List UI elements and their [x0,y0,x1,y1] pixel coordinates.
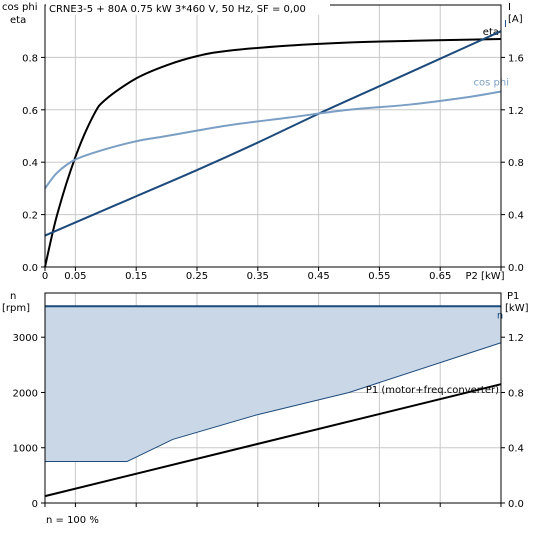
top-x-tick-label: 0.45 [307,271,329,282]
top-left-tick-label: 0.2 [22,211,38,222]
footnote: n = 100 % [46,515,99,526]
top-right-tick-label: 1.6 [508,53,524,64]
bottom-right-axis-label-1: P1 [507,291,519,302]
top-right-tick-label: 0.4 [508,211,524,222]
top-x-tick-label: 0.05 [64,271,86,282]
series-label-eta: eta [483,27,499,38]
top-right-axis-label-1: I [508,2,511,13]
top-left-tick-label: 0.0 [22,263,38,274]
top-x-tick-label: 0 [42,271,48,282]
top-x-tick-label: 0.55 [368,271,390,282]
chart-title: CRNE3-5 + 80A 0.75 kW 3*460 V, 50 Hz, SF… [49,4,306,15]
speed-min-line [45,342,502,463]
top-left-axis-label-1: cos phi [2,2,37,13]
top-left-tick-label: 0.8 [22,53,38,64]
series-label-I: I [504,19,507,30]
bottom-ticks: 0 1000 2000 3000 0.0 0.4 0.8 1.2 [13,333,524,510]
series-label-P1: P1 (motor+freq.converter) [366,385,499,396]
top-right-axis-label-2: [A] [508,14,523,25]
bottom-left-tick-label: 3000 [13,333,38,344]
series-label-cos-phi: cos phi [474,77,509,88]
bottom-right-tick-label: 0.0 [508,499,524,510]
top-right-tick-label: 0.8 [508,158,524,169]
top-x-tick-label: 0.65 [429,271,451,282]
bottom-panel: n P1 (motor+freq.converter) 0 1000 2000 3000… [2,291,529,526]
top-x-tick-label: 0.25 [186,271,208,282]
bottom-right-axis-label-2: [kW] [505,303,529,314]
bottom-left-axis-label-2: [rpm] [2,303,30,314]
top-x-tick-label: 0.15 [125,271,147,282]
bottom-right-tick-label: 1.2 [508,333,524,344]
title-background [46,2,330,15]
series-line-cos-phi [44,90,502,190]
bottom-left-tick-label: 1000 [13,444,38,455]
top-ticks: 0 0.05 0.15 0.25 0.35 0.45 0.55 0.65 P2 [kW] 0.0 0… [22,53,524,282]
series-line-eta [44,38,502,268]
top-left-axis-label-2: eta [10,15,26,26]
series-line-I [44,30,502,237]
series-label-n: n [497,310,503,321]
bottom-left-tick-label: 2000 [13,388,38,399]
bottom-right-tick-label: 0.4 [508,444,524,455]
top-grid [45,5,501,267]
top-x-tick-label: P2 [kW] [465,271,504,282]
bottom-plot-frame [44,292,502,504]
top-x-tick-label: 0.35 [247,271,269,282]
speed-range-area [45,306,501,462]
top-right-tick-label: 1.2 [508,106,524,117]
bottom-left-axis-label-1: n [10,291,16,302]
top-left-tick-label: 0.6 [22,106,38,117]
series-line-P1 [44,383,502,498]
top-left-tick-label: 0.4 [22,158,38,169]
bottom-series: n P1 (motor+freq.converter) [44,305,503,498]
bottom-left-tick-label: 0 [32,499,38,510]
bottom-right-tick-label: 0.8 [508,388,524,399]
top-right-tick-label: 0.0 [508,263,524,274]
